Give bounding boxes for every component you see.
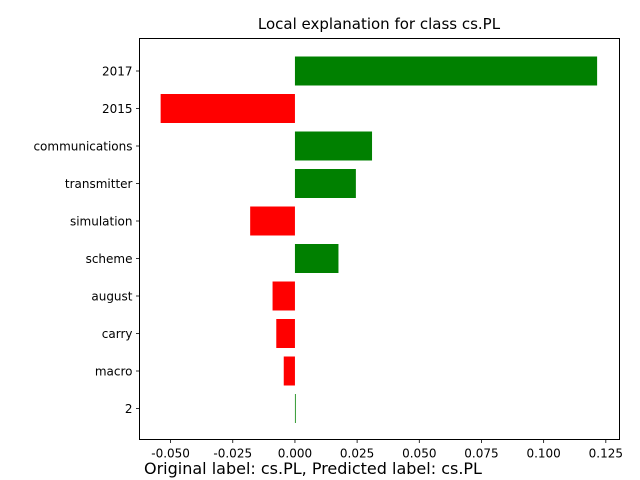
y-tick-label: communications [33, 140, 132, 154]
y-tick-label: 2015 [102, 102, 133, 116]
bar-simulation [250, 206, 295, 236]
y-tick-label: scheme [86, 252, 133, 266]
x-tick-label: 0.050 [402, 447, 436, 461]
bar-carry [276, 319, 295, 348]
y-tick-label: carry [102, 327, 133, 341]
bar-2 [294, 394, 296, 423]
bar-macro [283, 356, 295, 386]
x-tick-label: 0.100 [526, 447, 560, 461]
bar-scheme [294, 244, 339, 273]
x-tick-label: 0.025 [340, 447, 374, 461]
y-axis-ticks: 2017 2015 communications transmitter simulat… [33, 65, 140, 416]
chart-title: Local explanation for class cs.PL [258, 15, 501, 33]
y-tick-label: simulation [70, 215, 133, 229]
y-tick-label: 2 [125, 402, 133, 416]
x-tick-label: -0.050 [151, 447, 190, 461]
y-tick-label: august [91, 290, 132, 304]
bar-communications [294, 131, 373, 161]
bar-2015 [160, 94, 295, 123]
x-tick-label: 0.125 [589, 447, 623, 461]
bars-group [160, 56, 598, 423]
bar-2017 [294, 56, 598, 86]
x-axis-ticks: -0.050 -0.025 0.000 0.025 0.050 0.075 0.100 0.1… [151, 439, 623, 461]
bar-transmitter [294, 169, 356, 198]
x-tick-label: -0.025 [213, 447, 252, 461]
x-tick-label: 0.000 [278, 447, 312, 461]
y-tick-label: macro [95, 365, 133, 379]
y-tick-label: 2017 [102, 65, 133, 79]
x-tick-label: 0.075 [464, 447, 498, 461]
label-caption: Original label: cs.PL, Predicted label: … [144, 459, 482, 478]
y-tick-label: transmitter [65, 177, 133, 191]
plot-frame [139, 38, 620, 440]
bar-august [272, 281, 295, 311]
